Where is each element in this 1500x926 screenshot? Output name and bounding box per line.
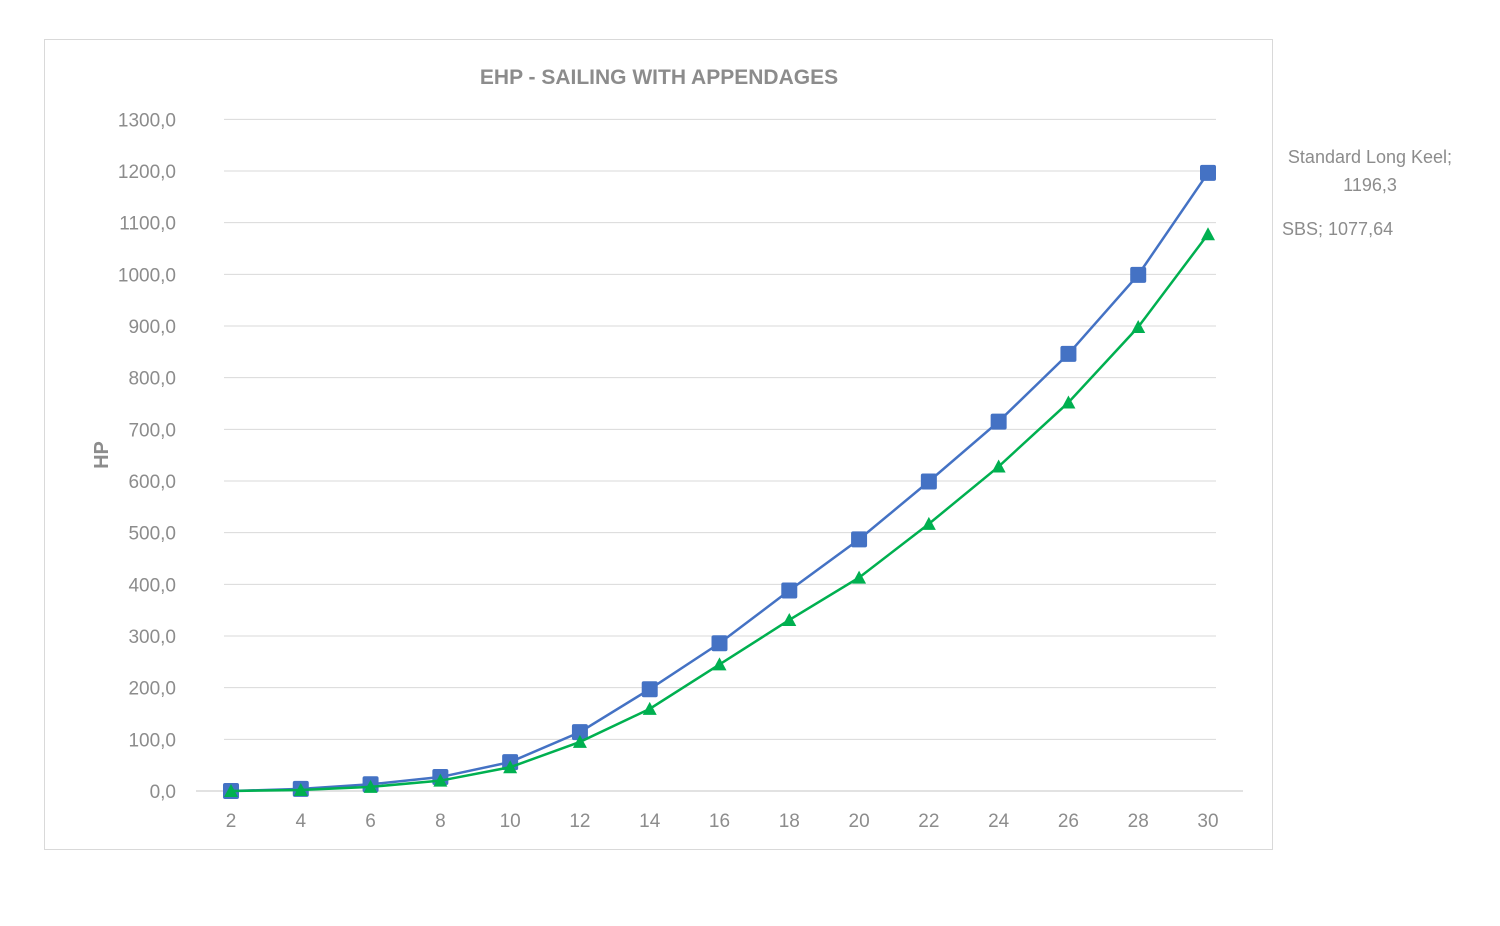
series-sbs <box>224 227 1215 797</box>
y-tick-label: 200,0 <box>128 679 176 700</box>
data-point-triangle <box>1201 227 1215 241</box>
series-line <box>230 172 1210 793</box>
x-tick-label: 30 <box>1197 811 1218 832</box>
data-point-square <box>571 724 588 741</box>
data-point-triangle <box>642 701 657 715</box>
series-line <box>230 233 1209 793</box>
x-tick-label: 28 <box>1128 811 1149 832</box>
data-label-standard-long-keel: 1196,3 <box>1343 175 1397 195</box>
y-axis-label: HP <box>91 441 113 469</box>
data-point-square <box>1130 266 1147 283</box>
y-tick-label: 1100,0 <box>119 214 176 235</box>
x-tick-label: 8 <box>435 811 446 832</box>
chart-title: EHP - SAILING WITH APPENDAGES <box>480 66 838 89</box>
data-point-triangle <box>921 516 936 530</box>
x-tick-label: 12 <box>569 811 590 832</box>
y-tick-label: 1000,0 <box>118 265 176 286</box>
y-tick-label: 600,0 <box>128 472 176 493</box>
data-point-triangle <box>363 779 378 793</box>
data-point-triangle <box>224 784 238 797</box>
chart-frame <box>44 39 1273 850</box>
y-tick-label: 900,0 <box>128 317 176 338</box>
data-point-triangle <box>852 570 867 584</box>
data-point-square <box>920 473 937 490</box>
x-tick-label: 18 <box>779 811 800 832</box>
y-tick-label: 700,0 <box>128 420 176 441</box>
x-tick-label: 24 <box>988 811 1010 832</box>
x-tick-label: 6 <box>365 811 376 832</box>
y-tick-label: 300,0 <box>128 627 176 648</box>
y-tick-label: 0,0 <box>150 782 176 803</box>
data-point-square <box>1200 164 1216 181</box>
data-point-triangle <box>293 782 308 796</box>
data-point-triangle <box>503 760 518 774</box>
data-point-square <box>851 531 868 548</box>
data-point-triangle <box>1131 320 1146 334</box>
data-point-triangle <box>433 773 448 787</box>
x-tick-label: 16 <box>709 811 730 832</box>
y-tick-label: 800,0 <box>128 369 176 390</box>
x-tick-label: 26 <box>1058 811 1079 832</box>
x-tick-label: 14 <box>639 811 661 832</box>
data-point-square <box>1060 345 1077 362</box>
data-point-triangle <box>782 612 797 626</box>
x-tick-label: 2 <box>226 811 237 832</box>
data-point-square <box>641 681 658 698</box>
data-point-square <box>781 582 798 599</box>
data-point-square <box>990 413 1007 430</box>
y-tick-label: 400,0 <box>128 575 176 596</box>
data-point-triangle <box>991 459 1006 473</box>
data-point-square <box>711 635 728 652</box>
x-tick-label: 10 <box>500 811 521 832</box>
x-tick-label: 4 <box>295 811 306 832</box>
data-point-triangle <box>712 657 727 671</box>
x-tick-label: 20 <box>849 811 870 832</box>
series-standard-long-keel <box>223 164 1216 799</box>
y-tick-label: 500,0 <box>128 524 176 545</box>
y-tick-label: 1300,0 <box>118 110 176 131</box>
x-tick-label: 22 <box>918 811 939 832</box>
data-label-sbs: SBS; 1077,64 <box>1282 219 1393 239</box>
data-point-triangle <box>1061 395 1076 409</box>
data-point-triangle <box>572 734 587 748</box>
y-tick-label: 1200,0 <box>118 162 176 183</box>
data-label-standard-long-keel: Standard Long Keel; <box>1288 147 1452 167</box>
y-tick-label: 100,0 <box>128 730 176 751</box>
